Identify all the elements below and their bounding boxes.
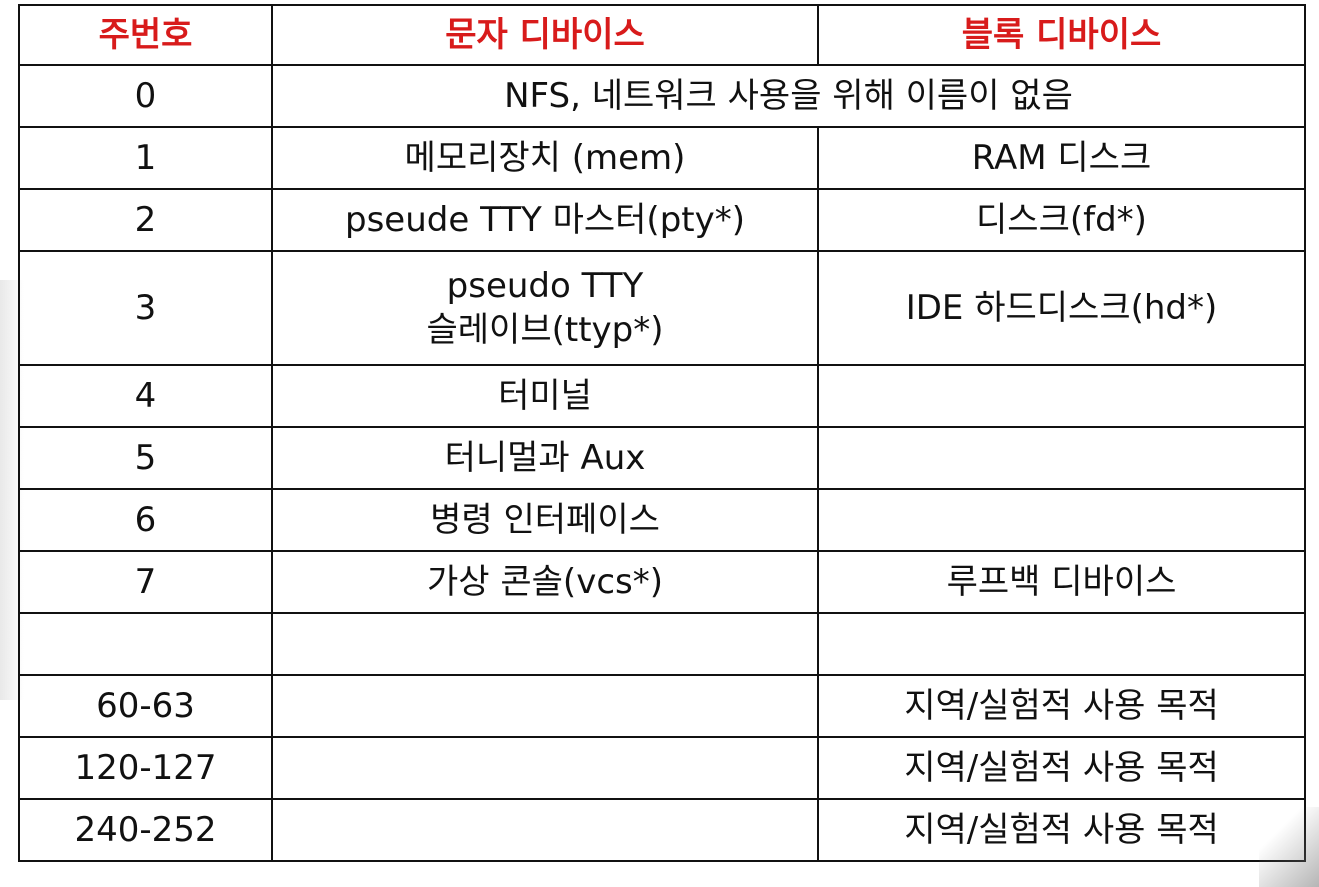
table-row: 5 터니멀과 Aux <box>18 426 1306 490</box>
char-device-cell: pseudo TTY 슬레이브(ttyp*) <box>271 250 819 366</box>
major-cell: 3 <box>18 250 273 366</box>
table-row: 240-252 지역/실험적 사용 목적 <box>18 798 1306 862</box>
table-row: 3 pseudo TTY 슬레이브(ttyp*) IDE 하드디스크(hd*) <box>18 250 1306 366</box>
block-device-cell: 지역/실험적 사용 목적 <box>817 736 1306 800</box>
major-cell: 240-252 <box>18 798 273 862</box>
block-device-cell: IDE 하드디스크(hd*) <box>817 250 1306 366</box>
major-cell: 1 <box>18 126 273 190</box>
major-cell: 7 <box>18 550 273 614</box>
table-row: 6 병령 인터페이스 <box>18 488 1306 552</box>
block-device-cell: 지역/실험적 사용 목적 <box>817 674 1306 738</box>
block-device-cell <box>817 488 1306 552</box>
table-row: 120-127 지역/실험적 사용 목적 <box>18 736 1306 800</box>
char-device-cell: 터미널 <box>271 364 819 428</box>
header-block-device: 블록 디바이스 <box>817 4 1306 66</box>
block-device-cell: RAM 디스크 <box>817 126 1306 190</box>
major-cell: 60-63 <box>18 674 273 738</box>
major-cell: 0 <box>18 64 273 128</box>
char-device-cell: 메모리장치 (mem) <box>271 126 819 190</box>
block-device-cell <box>817 612 1306 676</box>
header-char-device: 문자 디바이스 <box>271 4 819 66</box>
table-row <box>18 612 1306 676</box>
major-cell: 120-127 <box>18 736 273 800</box>
table-row: 4 터미널 <box>18 364 1306 428</box>
table-row: 7 가상 콘솔(vcs*) 루프백 디바이스 <box>18 550 1306 614</box>
block-device-cell <box>817 426 1306 490</box>
major-cell: 5 <box>18 426 273 490</box>
char-device-cell: pseude TTY 마스터(pty*) <box>271 188 819 252</box>
table-row: 1 메모리장치 (mem) RAM 디스크 <box>18 126 1306 190</box>
char-device-cell: 가상 콘솔(vcs*) <box>271 550 819 614</box>
table-header-row: 주번호 문자 디바이스 블록 디바이스 <box>18 4 1306 66</box>
device-number-table: 주번호 문자 디바이스 블록 디바이스 0 NFS, 네트워크 사용을 위해 이… <box>18 4 1306 862</box>
char-device-cell: 터니멀과 Aux <box>271 426 819 490</box>
char-device-cell <box>271 612 819 676</box>
major-cell <box>18 612 273 676</box>
block-device-cell <box>817 364 1306 428</box>
table-row: 60-63 지역/실험적 사용 목적 <box>18 674 1306 738</box>
major-cell: 4 <box>18 364 273 428</box>
char-device-line: 슬레이브(ttyp*) <box>426 310 664 350</box>
char-device-line: pseudo TTY <box>446 266 644 306</box>
block-device-cell: 디스크(fd*) <box>817 188 1306 252</box>
char-device-cell: 병령 인터페이스 <box>271 488 819 552</box>
char-device-cell <box>271 736 819 800</box>
char-device-cell <box>271 674 819 738</box>
major-cell: 6 <box>18 488 273 552</box>
major-cell: 2 <box>18 188 273 252</box>
char-device-cell <box>271 798 819 862</box>
block-device-cell: 지역/실험적 사용 목적 <box>817 798 1306 862</box>
page-shadow-corner <box>1259 807 1319 887</box>
table-row: 0 NFS, 네트워크 사용을 위해 이름이 없음 <box>18 64 1306 128</box>
header-major-number: 주번호 <box>18 4 273 66</box>
merged-device-cell: NFS, 네트워크 사용을 위해 이름이 없음 <box>271 64 1306 128</box>
table-row: 2 pseude TTY 마스터(pty*) 디스크(fd*) <box>18 188 1306 252</box>
block-device-cell: 루프백 디바이스 <box>817 550 1306 614</box>
